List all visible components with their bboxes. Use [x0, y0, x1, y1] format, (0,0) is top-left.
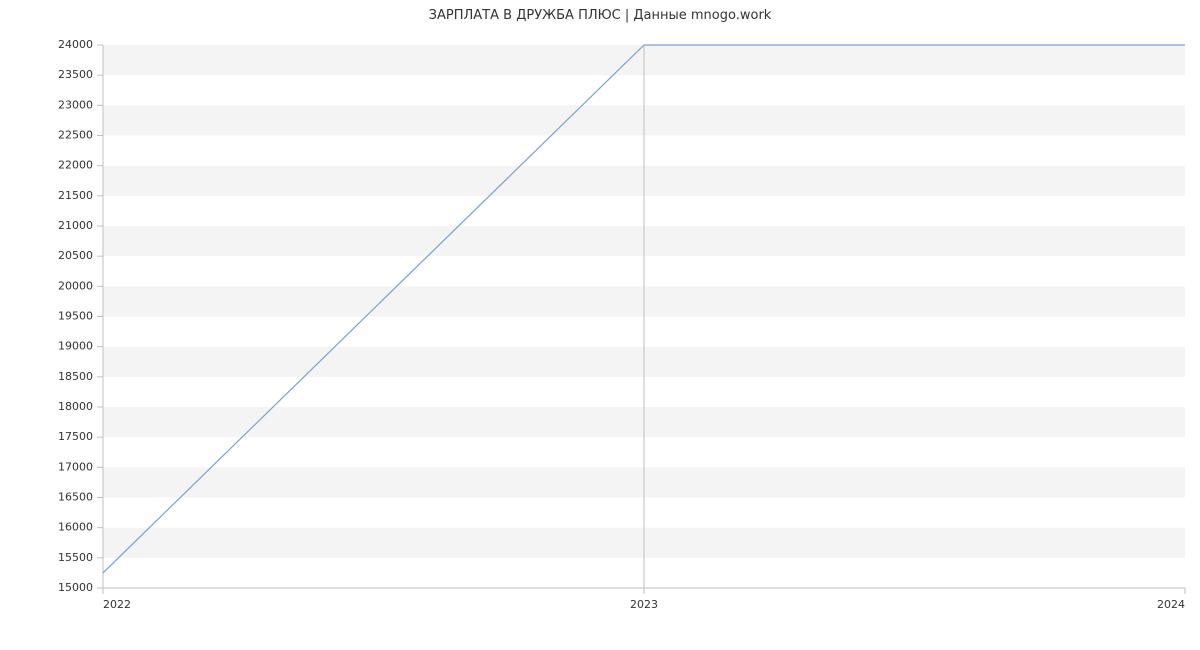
y-tick-label: 18500	[58, 370, 93, 383]
x-tick-label: 2022	[103, 598, 131, 611]
y-tick-label: 23000	[58, 98, 93, 111]
y-tick-label: 17500	[58, 430, 93, 443]
y-tick-label: 16500	[58, 491, 93, 504]
y-tick-label: 21500	[58, 189, 93, 202]
y-tick-label: 16000	[58, 521, 93, 534]
y-tick-label: 24000	[58, 38, 93, 51]
y-tick-label: 19500	[58, 310, 93, 323]
salary-chart: ЗАРПЛАТА В ДРУЖБА ПЛЮС | Данные mnogo.wo…	[0, 0, 1200, 650]
x-tick-label: 2023	[630, 598, 658, 611]
x-tick-label: 2024	[1157, 598, 1185, 611]
y-tick-label: 17000	[58, 460, 93, 473]
chart-svg: 15000 15500 16000 16500 17000 17500 18000 18500…	[0, 0, 1200, 650]
chart-title: ЗАРПЛАТА В ДРУЖБА ПЛЮС | Данные mnogo.wo…	[0, 8, 1200, 23]
y-tick-label: 18000	[58, 400, 93, 413]
y-tick-label: 20000	[58, 279, 93, 292]
y-tick-label: 15000	[58, 581, 93, 594]
y-tick-label: 15500	[58, 551, 93, 564]
y-tick-label: 23500	[58, 68, 93, 81]
y-tick-label: 21000	[58, 219, 93, 232]
y-tick-label: 22000	[58, 159, 93, 172]
y-tick-label: 22500	[58, 129, 93, 142]
y-tick-label: 19000	[58, 340, 93, 353]
y-tick-label: 20500	[58, 249, 93, 262]
